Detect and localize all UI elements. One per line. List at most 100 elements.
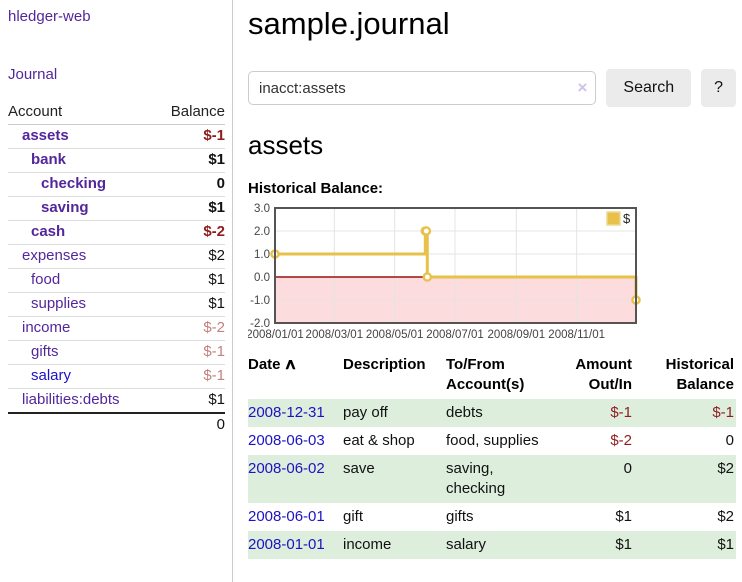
chart-title: Historical Balance: [248,180,384,197]
account-balance: $1 [154,388,225,414]
y-tick-label: 1.0 [254,249,270,261]
transaction-balance: $2 [717,460,734,477]
transaction-date-link[interactable]: 2008-06-02 [248,460,325,477]
register-table: Date ∧ Description To/From Account(s) Amo… [248,353,736,559]
accounts-header-account: Account [8,100,155,125]
transaction-accounts: gifts [446,508,474,525]
transaction-description: income [343,536,392,553]
register-header-date[interactable]: Date ∧ [248,356,297,373]
help-button[interactable]: ? [701,69,736,107]
account-balance: $-1 [154,364,225,389]
app-title-link[interactable]: hledger-web [8,8,91,25]
account-balance: $-1 [154,124,225,149]
transaction-balance: $-1 [712,404,734,421]
account-row: liabilities:debts $1 [8,388,225,414]
data-point [421,226,432,236]
search-input[interactable] [248,71,597,105]
register-header-accounts: To/From Account(s) [446,356,525,393]
account-balance: $1 [154,292,225,317]
account-link[interactable]: gifts [31,343,59,360]
transaction-date-link[interactable]: 2008-06-03 [248,432,325,449]
register-header-balance: Historical Balance [665,356,734,393]
account-balance: $-1 [154,340,225,365]
transaction-balance: $2 [717,508,734,525]
data-point [422,272,433,282]
legend-swatch [606,211,621,226]
account-row: food $1 [8,268,225,293]
transaction-amount: $1 [615,536,632,553]
account-link[interactable]: expenses [22,247,87,264]
account-balance: 0 [154,172,225,197]
accounts-table: Account Balance assets $-1 bank $1 checking 0… [8,100,225,437]
account-link[interactable]: bank [31,151,67,168]
transaction-description: gift [343,508,364,525]
register-row: 2008-12-31 pay off debts $-1 $-1 [248,399,736,427]
transaction-description: eat & shop [343,432,415,449]
account-link[interactable]: cash [31,223,66,240]
account-balance: $-2 [154,220,225,245]
account-row: assets $-1 [8,124,225,149]
account-link[interactable]: food [31,271,61,288]
transaction-date-link[interactable]: 2008-01-01 [248,536,325,553]
transaction-description: pay off [343,404,388,421]
accounts-total-row: 0 [8,412,225,437]
account-row: cash $-2 [8,220,225,245]
x-tick-label: 2008/03/01 [306,329,364,341]
search-button[interactable]: Search [606,69,692,107]
y-tick-label: -1.0 [250,295,270,307]
transaction-description: save [343,460,375,477]
y-tick-label: 0.0 [254,272,270,284]
transaction-amount: $-2 [610,432,632,449]
x-tick-label: 2008/01/01 [248,329,304,341]
transaction-amount: $-1 [610,404,632,421]
account-link[interactable]: checking [41,175,107,192]
transaction-amount: 0 [623,460,632,477]
account-row: checking 0 [8,172,225,197]
account-row: salary $-1 [8,364,225,389]
account-balance: $2 [154,244,225,269]
search-form: × Search ? [248,69,736,107]
account-row: supplies $1 [8,292,225,317]
y-tick-label: 3.0 [254,203,270,215]
plot-border [274,207,637,324]
sidebar-item-journal[interactable]: Journal [8,66,58,83]
account-link[interactable]: income [22,319,71,336]
transaction-accounts: food, supplies [446,432,539,449]
main-content: sample.journal × Search ? assets Histori… [248,0,736,559]
x-tick-label: 2008/07/01 [426,329,484,341]
account-balance: $1 [154,148,225,173]
transaction-balance: $1 [717,536,734,553]
y-tick-label: 2.0 [254,226,270,238]
y-tick-label: -2.0 [250,318,270,330]
x-tick-label: 2008/09/01 [488,329,546,341]
account-balance: $-2 [154,316,225,341]
account-link[interactable]: assets [22,127,69,144]
account-link[interactable]: liabilities:debts [22,391,120,408]
account-balance: $1 [154,268,225,293]
accounts-total-value: 0 [154,412,225,437]
account-balance: $1 [154,196,225,221]
account-row: saving $1 [8,196,225,221]
account-row: income $-2 [8,316,225,341]
x-tick-label: 2008/11/01 [548,329,605,341]
account-row: gifts $-1 [8,340,225,365]
account-row: bank $1 [8,148,225,173]
transaction-accounts: salary [446,536,487,553]
account-link[interactable]: salary [31,367,72,384]
register-row: 2008-06-03 eat & shop food, supplies $-2 0 [248,427,736,455]
transaction-date-link[interactable]: 2008-06-01 [248,508,325,525]
register-row: 2008-01-01 income salary $1 $1 [248,531,736,559]
register-row: 2008-06-01 gift gifts $1 $2 [248,503,736,531]
transaction-balance: 0 [725,432,734,449]
account-row: expenses $2 [8,244,225,269]
clear-search-icon[interactable]: × [577,78,588,97]
register-header-description: Description [343,356,426,373]
register-header-amount: Amount Out/In [575,356,632,393]
account-link[interactable]: saving [41,199,89,216]
x-tick-label: 2008/05/01 [366,329,424,341]
account-link[interactable]: supplies [31,295,87,312]
transaction-date-link[interactable]: 2008-12-31 [248,404,325,421]
transaction-amount: $1 [615,508,632,525]
transaction-accounts: saving, checking [446,460,506,497]
account-heading: assets [248,130,324,160]
